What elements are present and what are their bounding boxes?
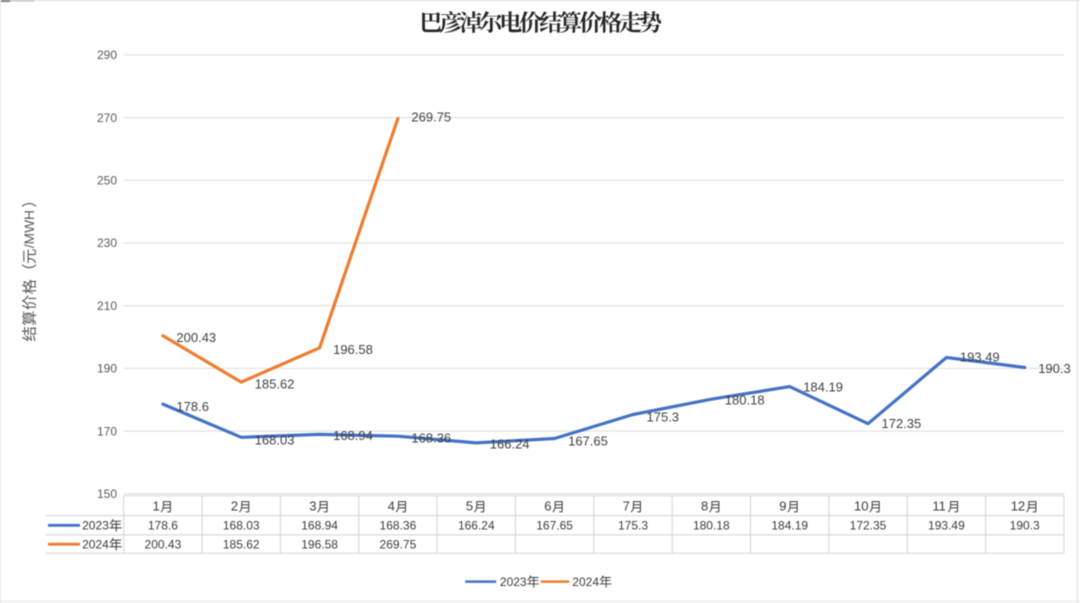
svg-text:175.3: 175.3 [618, 519, 648, 533]
svg-text:7: 7 [623, 499, 630, 514]
svg-text:210: 210 [97, 299, 117, 313]
svg-text:190.3: 190.3 [1010, 519, 1040, 533]
svg-text:178.6: 178.6 [176, 399, 209, 414]
svg-text:2023: 2023 [82, 519, 109, 533]
svg-text:168.94: 168.94 [301, 519, 338, 533]
svg-text:12: 12 [1011, 499, 1025, 514]
svg-text:175.3: 175.3 [647, 409, 680, 424]
svg-text:170: 170 [97, 424, 117, 438]
svg-text:193.49: 193.49 [928, 519, 965, 533]
svg-text:193.49: 193.49 [960, 349, 1000, 364]
svg-text:196.58: 196.58 [333, 342, 373, 357]
svg-text:196.58: 196.58 [301, 537, 338, 551]
svg-text:230: 230 [97, 236, 117, 250]
svg-text:2024: 2024 [82, 537, 109, 551]
svg-text:3: 3 [309, 499, 316, 514]
svg-text:269.75: 269.75 [411, 109, 451, 124]
svg-text:184.19: 184.19 [771, 519, 808, 533]
svg-text:9: 9 [779, 499, 786, 514]
svg-text:166.24: 166.24 [458, 519, 495, 533]
svg-text:2024: 2024 [572, 575, 599, 589]
svg-text:167.65: 167.65 [568, 433, 608, 448]
svg-text:/MWH: /MWH [22, 210, 37, 248]
svg-text:270: 270 [97, 111, 117, 125]
svg-text:4: 4 [388, 499, 395, 514]
svg-text:250: 250 [97, 174, 117, 188]
svg-text:6: 6 [544, 499, 551, 514]
svg-text:168.94: 168.94 [333, 428, 373, 443]
svg-text:185.62: 185.62 [255, 377, 295, 392]
svg-text:184.19: 184.19 [803, 379, 843, 394]
svg-text:190: 190 [97, 362, 117, 376]
svg-text:200.43: 200.43 [145, 537, 182, 551]
svg-text:269.75: 269.75 [380, 537, 417, 551]
svg-text:172.35: 172.35 [850, 519, 887, 533]
svg-text:200.43: 200.43 [176, 330, 216, 345]
svg-text:10: 10 [854, 499, 868, 514]
svg-text:167.65: 167.65 [536, 519, 573, 533]
svg-text:168.03: 168.03 [255, 433, 295, 448]
svg-text:5: 5 [466, 499, 473, 514]
svg-text:150: 150 [97, 487, 117, 501]
svg-text:180.18: 180.18 [725, 393, 765, 408]
svg-text:168.03: 168.03 [223, 519, 260, 533]
svg-text:168.36: 168.36 [411, 431, 451, 446]
svg-text:172.35: 172.35 [882, 416, 922, 431]
svg-text:2: 2 [231, 499, 238, 514]
svg-text:2023: 2023 [500, 575, 527, 589]
svg-text:185.62: 185.62 [223, 537, 260, 551]
svg-text:168.36: 168.36 [380, 519, 417, 533]
svg-text:1: 1 [153, 499, 160, 514]
svg-text:178.6: 178.6 [148, 519, 178, 533]
svg-text:8: 8 [701, 499, 708, 514]
svg-text:190.3: 190.3 [1038, 361, 1071, 376]
svg-text:166.24: 166.24 [490, 437, 530, 452]
svg-text:180.18: 180.18 [693, 519, 730, 533]
svg-text:11: 11 [932, 499, 946, 514]
svg-text:290: 290 [97, 48, 117, 62]
